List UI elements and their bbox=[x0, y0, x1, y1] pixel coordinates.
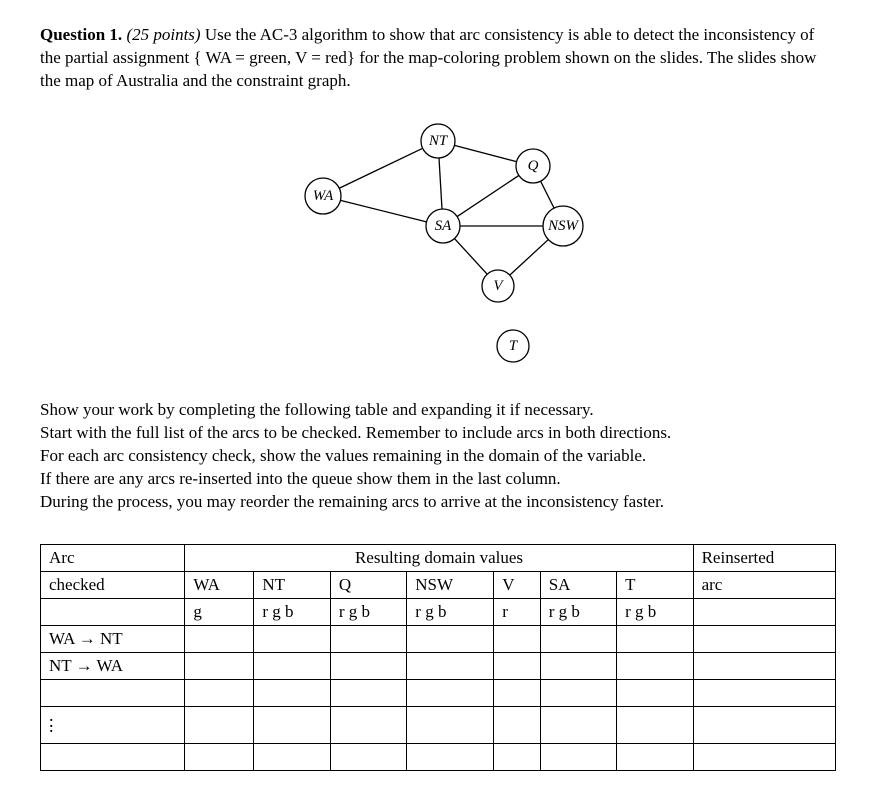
cell-reinserted bbox=[693, 625, 835, 652]
cell-domain: r g b bbox=[617, 598, 693, 625]
th-col-sa: SA bbox=[540, 571, 616, 598]
cell-domain bbox=[540, 706, 616, 743]
graph-edge bbox=[454, 145, 516, 161]
cell-domain bbox=[330, 625, 406, 652]
th-col-v: V bbox=[494, 571, 540, 598]
graph-node-label: NSW bbox=[547, 218, 580, 234]
cell-domain bbox=[617, 706, 693, 743]
instruction-line: Show your work by completing the followi… bbox=[40, 399, 836, 422]
cell-reinserted bbox=[693, 706, 835, 743]
graph-edge bbox=[340, 200, 426, 222]
cell-arc: ... bbox=[41, 706, 185, 743]
th-col-q: Q bbox=[330, 571, 406, 598]
cell-domain bbox=[540, 743, 616, 770]
cell-domain bbox=[540, 679, 616, 706]
th-col-t: T bbox=[617, 571, 693, 598]
cell-arc bbox=[41, 598, 185, 625]
cell-domain bbox=[494, 743, 540, 770]
instructions: Show your work by completing the followi… bbox=[40, 399, 836, 514]
cell-domain: g bbox=[185, 598, 254, 625]
cell-domain: r g b bbox=[407, 598, 494, 625]
graph-edge bbox=[510, 239, 549, 275]
question-prompt: Question 1. (25 points) Use the AC-3 alg… bbox=[40, 24, 836, 93]
graph-edge bbox=[339, 148, 422, 188]
cell-arc bbox=[41, 679, 185, 706]
cell-domain bbox=[494, 706, 540, 743]
cell-domain bbox=[185, 679, 254, 706]
graph-svg: NTQWASANSWVT bbox=[238, 111, 638, 371]
cell-arc bbox=[41, 743, 185, 770]
th-reinserted: Reinserted bbox=[693, 544, 835, 571]
cell-domain bbox=[254, 743, 330, 770]
cell-domain bbox=[617, 743, 693, 770]
cell-domain bbox=[254, 706, 330, 743]
cell-domain bbox=[330, 743, 406, 770]
instruction-line: Start with the full list of the arcs to … bbox=[40, 422, 836, 445]
th-domains: Resulting domain values bbox=[185, 544, 693, 571]
graph-node-label: NT bbox=[428, 133, 449, 149]
cell-domain bbox=[185, 625, 254, 652]
instruction-line: During the process, you may reorder the … bbox=[40, 491, 836, 514]
cell-domain bbox=[254, 652, 330, 679]
question-label: Question 1. bbox=[40, 25, 122, 44]
cell-domain: r g b bbox=[254, 598, 330, 625]
cell-domain bbox=[617, 679, 693, 706]
cell-domain bbox=[407, 652, 494, 679]
cell-domain bbox=[185, 652, 254, 679]
cell-domain: r bbox=[494, 598, 540, 625]
cell-domain bbox=[407, 625, 494, 652]
th-arc: checked bbox=[41, 571, 185, 598]
instruction-line: If there are any arcs re-inserted into t… bbox=[40, 468, 836, 491]
cell-domain bbox=[254, 625, 330, 652]
cell-arc: WA → NT bbox=[41, 625, 185, 652]
graph-node-label: SA bbox=[435, 218, 453, 234]
cell-reinserted bbox=[693, 679, 835, 706]
cell-domain bbox=[617, 625, 693, 652]
ac3-table: ArcResulting domain valuesReinserted chec… bbox=[40, 544, 836, 771]
graph-edge bbox=[541, 181, 554, 208]
cell-domain bbox=[330, 652, 406, 679]
graph-node-label: WA bbox=[313, 188, 334, 204]
cell-domain bbox=[540, 625, 616, 652]
cell-domain bbox=[407, 706, 494, 743]
graph-edge bbox=[439, 158, 442, 209]
cell-domain: r g b bbox=[330, 598, 406, 625]
cell-domain bbox=[185, 706, 254, 743]
cell-domain bbox=[254, 679, 330, 706]
th-col-nt: NT bbox=[254, 571, 330, 598]
instruction-line: For each arc consistency check, show the… bbox=[40, 445, 836, 468]
graph-node-label: Q bbox=[528, 158, 539, 174]
question-points: (25 points) bbox=[126, 25, 200, 44]
cell-domain bbox=[185, 743, 254, 770]
cell-domain bbox=[330, 679, 406, 706]
cell-domain bbox=[494, 679, 540, 706]
cell-domain bbox=[494, 625, 540, 652]
cell-reinserted bbox=[693, 743, 835, 770]
graph-edge bbox=[454, 238, 487, 274]
th-arc: Arc bbox=[41, 544, 185, 571]
cell-domain bbox=[407, 679, 494, 706]
cell-reinserted bbox=[693, 652, 835, 679]
cell-reinserted bbox=[693, 598, 835, 625]
constraint-graph: NTQWASANSWVT bbox=[40, 111, 836, 371]
cell-domain bbox=[617, 652, 693, 679]
cell-domain bbox=[540, 652, 616, 679]
cell-domain: r g b bbox=[540, 598, 616, 625]
cell-domain bbox=[407, 743, 494, 770]
cell-arc: NT → WA bbox=[41, 652, 185, 679]
th-reinserted: arc bbox=[693, 571, 835, 598]
th-col-wa: WA bbox=[185, 571, 254, 598]
graph-edge bbox=[457, 175, 519, 216]
cell-domain bbox=[494, 652, 540, 679]
cell-domain bbox=[330, 706, 406, 743]
th-col-nsw: NSW bbox=[407, 571, 494, 598]
